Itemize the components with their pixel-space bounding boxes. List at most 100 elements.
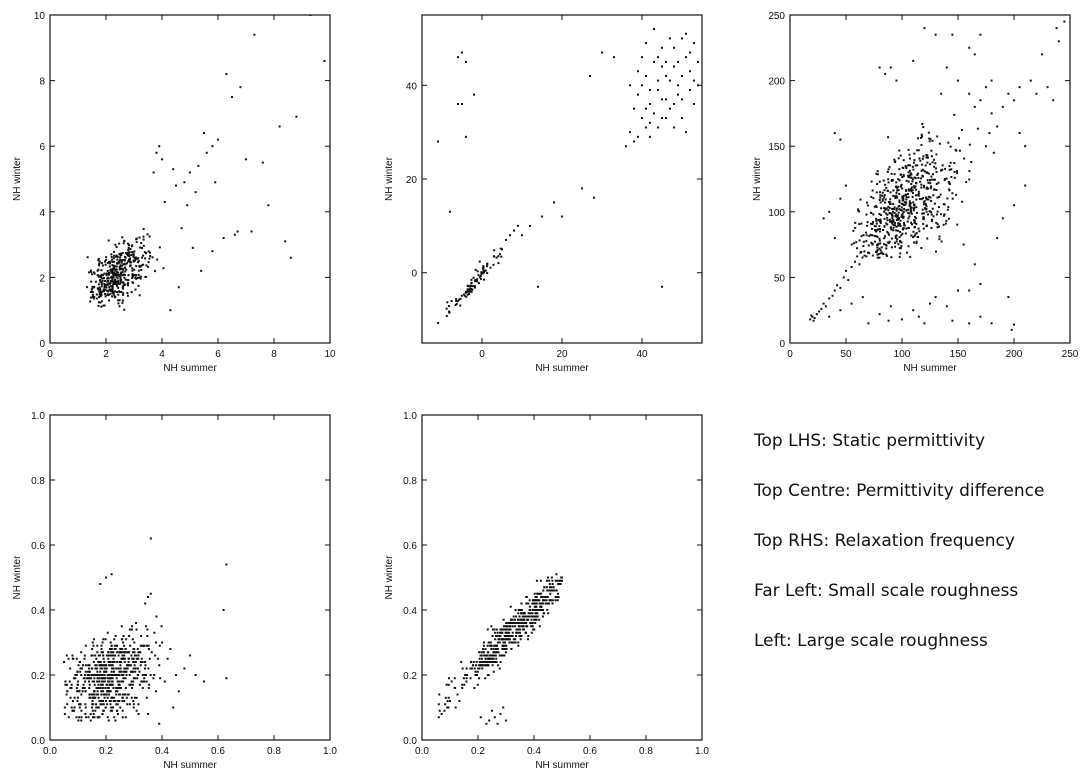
data-point xyxy=(96,706,99,709)
data-point xyxy=(66,690,69,693)
data-point xyxy=(917,176,920,179)
data-point xyxy=(137,273,140,276)
data-point xyxy=(106,696,109,699)
data-point xyxy=(119,648,122,650)
data-point xyxy=(531,625,534,628)
data-point xyxy=(549,589,552,592)
data-point xyxy=(548,589,551,592)
data-point xyxy=(548,599,551,602)
data-point xyxy=(469,667,472,670)
data-point xyxy=(880,246,883,249)
data-point xyxy=(148,657,151,660)
data-point xyxy=(540,592,543,595)
data-point xyxy=(839,197,842,200)
data-point xyxy=(517,622,520,624)
data-point xyxy=(506,638,509,641)
data-point xyxy=(112,274,115,277)
data-point xyxy=(112,272,115,275)
data-point xyxy=(106,270,109,273)
data-point xyxy=(545,579,548,582)
data-point xyxy=(533,602,536,605)
data-point xyxy=(118,687,121,689)
data-point xyxy=(876,173,879,176)
data-point xyxy=(538,599,541,602)
data-point xyxy=(116,661,119,663)
data-point xyxy=(145,275,148,278)
points-layer xyxy=(809,20,1066,331)
data-point xyxy=(921,163,924,166)
data-point xyxy=(95,687,98,689)
data-point xyxy=(139,246,142,249)
data-point xyxy=(845,269,847,272)
data-point xyxy=(932,215,935,218)
data-point xyxy=(123,654,126,657)
data-point xyxy=(104,687,107,689)
data-point xyxy=(130,261,133,264)
data-point xyxy=(117,286,120,289)
data-point xyxy=(115,703,118,706)
data-point xyxy=(90,271,93,274)
data-point xyxy=(99,289,102,292)
data-point xyxy=(75,674,78,676)
data-point xyxy=(962,243,965,246)
data-point xyxy=(111,292,114,295)
data-point xyxy=(149,674,152,676)
data-point xyxy=(861,256,864,259)
data-point xyxy=(132,670,135,673)
data-point xyxy=(142,238,145,241)
data-point xyxy=(943,213,946,216)
data-point xyxy=(887,181,890,184)
data-point xyxy=(140,268,143,271)
data-point xyxy=(76,696,79,699)
data-point xyxy=(509,234,511,237)
data-point xyxy=(923,322,926,325)
data-point xyxy=(542,599,545,602)
data-point xyxy=(833,289,836,292)
data-point xyxy=(100,664,103,667)
data-point xyxy=(913,152,916,155)
data-point xyxy=(83,654,86,657)
data-point xyxy=(990,322,993,325)
data-point xyxy=(492,657,495,660)
data-point xyxy=(119,259,122,262)
data-point xyxy=(95,657,98,660)
data-point xyxy=(522,625,525,628)
data-point xyxy=(956,170,959,173)
data-point xyxy=(97,304,100,307)
data-point xyxy=(875,191,878,194)
data-point xyxy=(84,713,87,715)
data-point xyxy=(911,178,914,181)
data-point xyxy=(892,203,895,206)
data-point xyxy=(470,282,473,285)
data-point xyxy=(898,168,901,171)
data-point xyxy=(929,187,932,190)
data-point xyxy=(509,625,512,628)
data-point xyxy=(957,289,959,292)
y-tick-label: 0.8 xyxy=(403,476,417,487)
data-point xyxy=(122,641,125,644)
data-point xyxy=(855,241,858,244)
data-point xyxy=(892,179,895,182)
data-point xyxy=(878,212,881,215)
data-point xyxy=(511,625,514,628)
data-point xyxy=(917,192,920,195)
data-point xyxy=(939,193,942,196)
data-point xyxy=(629,131,631,134)
data-point xyxy=(498,631,501,634)
data-point xyxy=(535,599,538,602)
data-point xyxy=(105,576,107,579)
data-point xyxy=(900,202,903,205)
data-point xyxy=(104,638,107,641)
data-point xyxy=(194,674,197,676)
data-point xyxy=(116,690,119,693)
data-point xyxy=(898,199,901,202)
data-point xyxy=(828,210,831,213)
data-point xyxy=(458,700,461,702)
data-point xyxy=(100,273,103,276)
data-point xyxy=(911,236,914,239)
data-point xyxy=(111,654,114,657)
data-point xyxy=(99,683,102,686)
data-point xyxy=(153,270,156,273)
data-point xyxy=(854,221,857,224)
